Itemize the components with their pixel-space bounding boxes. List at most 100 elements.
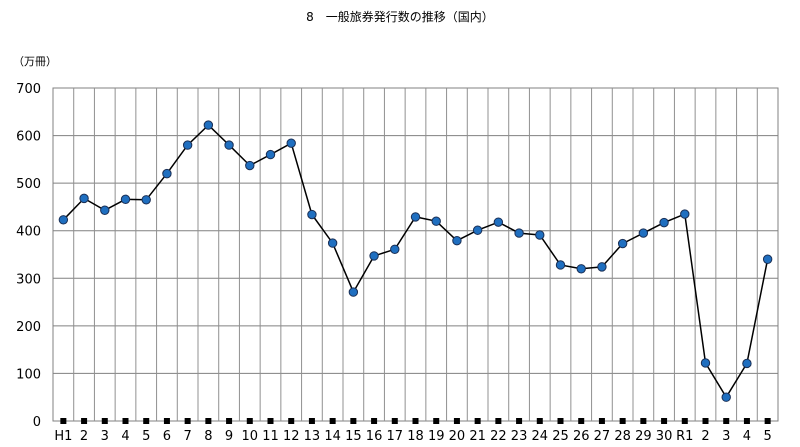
- x-axis-ticks: H1 2 3 4 5 6 7 8 9 10 11 12 13 14 15 16 17 18 19 20 21 22 23 24…: [54, 429, 771, 444]
- series-line: [62, 124, 769, 399]
- baseline-marker: [288, 418, 295, 424]
- data-point: [162, 168, 172, 179]
- baseline-marker: [619, 418, 626, 424]
- x-tick-label: 30: [656, 429, 673, 444]
- baseline-marker: [371, 418, 378, 424]
- data-point: [576, 264, 586, 274]
- x-tick-label: 17: [387, 429, 404, 444]
- data-point: [100, 205, 110, 215]
- y-tick-label: 600: [16, 130, 41, 145]
- x-tick-label: 26: [573, 429, 590, 444]
- x-tick-label: 29: [635, 429, 652, 444]
- data-point: [472, 225, 483, 235]
- data-point: [680, 209, 690, 219]
- series-line-group: [62, 124, 769, 399]
- baseline-marker: [453, 418, 460, 424]
- baseline-marker: [598, 418, 605, 424]
- x-tick-label: 13: [304, 429, 321, 444]
- x-tick-label: 20: [449, 429, 466, 444]
- x-tick-label: 16: [366, 429, 383, 444]
- x-tick-label: 7: [184, 429, 192, 444]
- baseline-marker: [350, 418, 357, 424]
- x-tick-label: 5: [142, 429, 150, 444]
- x-tick-label: 28: [614, 429, 631, 444]
- x-tick-label: 19: [428, 429, 445, 444]
- x-tick-label: 15: [345, 429, 362, 444]
- data-point: [700, 358, 711, 368]
- baseline-marker: [412, 418, 419, 424]
- data-point: [79, 193, 89, 204]
- data-point: [369, 251, 379, 261]
- x-tick-label: R1: [676, 429, 693, 444]
- x-tick-label: 8: [204, 429, 212, 444]
- baseline-marker: [433, 418, 440, 424]
- data-point: [555, 260, 566, 270]
- x-tick-label: 14: [324, 429, 341, 444]
- baseline-marker: [226, 418, 233, 424]
- data-point: [410, 212, 421, 222]
- data-point: [141, 195, 151, 205]
- data-point: [224, 140, 234, 150]
- data-point: [535, 230, 545, 240]
- y-axis-unit-label: （万冊）: [13, 55, 57, 68]
- baseline-marker: [702, 418, 709, 424]
- data-point: [638, 228, 649, 238]
- baseline-markers: [60, 418, 771, 424]
- data-point: [742, 358, 752, 369]
- data-point: [182, 140, 193, 150]
- x-tick-label: 21: [469, 429, 486, 444]
- x-tick-label: 3: [101, 429, 109, 444]
- x-tick-label: 2: [701, 429, 709, 444]
- x-tick-label: 10: [242, 429, 259, 444]
- data-point: [431, 216, 441, 226]
- baseline-marker: [143, 418, 150, 424]
- x-tick-label: 4: [743, 429, 751, 444]
- data-point: [58, 215, 69, 225]
- data-point: [390, 244, 400, 254]
- baseline-marker: [723, 418, 730, 424]
- data-point: [203, 120, 214, 130]
- baseline-marker: [246, 418, 253, 424]
- baseline-marker: [60, 418, 67, 424]
- x-tick-label: 5: [764, 429, 772, 444]
- data-point: [617, 238, 628, 249]
- baseline-marker: [391, 418, 398, 424]
- plot-frame: [52, 87, 779, 422]
- baseline-marker: [308, 418, 315, 424]
- y-tick-label: 100: [16, 367, 41, 382]
- baseline-marker: [474, 418, 481, 424]
- data-point: [597, 262, 607, 272]
- x-tick-label: 23: [511, 429, 528, 444]
- x-tick-label: 11: [262, 429, 279, 444]
- y-axis-ticks: 0 100 200 300 400 500 600 700: [16, 82, 41, 430]
- baseline-marker: [495, 418, 502, 424]
- baseline-marker: [661, 418, 668, 424]
- baseline-marker: [122, 418, 129, 424]
- x-tick-label: 25: [552, 429, 569, 444]
- baseline-marker: [516, 418, 523, 424]
- baseline-marker: [557, 418, 564, 424]
- baseline-marker: [267, 418, 274, 424]
- data-point: [307, 209, 317, 220]
- baseline-marker: [163, 418, 170, 424]
- data-point: [721, 392, 731, 402]
- data-point: [659, 217, 669, 228]
- data-point: [245, 160, 255, 171]
- data-point: [120, 194, 131, 205]
- data-point: [286, 138, 296, 148]
- x-tick-label: 9: [225, 429, 233, 444]
- data-point: [327, 238, 338, 248]
- grid-lines: [52, 87, 779, 422]
- baseline-marker: [205, 418, 212, 424]
- baseline-marker: [329, 418, 336, 424]
- x-tick-label: 12: [283, 429, 300, 444]
- x-tick-label: 27: [594, 429, 611, 444]
- x-tick-label: 22: [490, 429, 507, 444]
- x-tick-label: 18: [407, 429, 424, 444]
- baseline-marker: [640, 418, 647, 424]
- y-tick-label: 200: [16, 320, 41, 335]
- data-points: [58, 120, 773, 402]
- y-tick-label: 400: [16, 225, 41, 240]
- x-tick-label: 24: [532, 429, 549, 444]
